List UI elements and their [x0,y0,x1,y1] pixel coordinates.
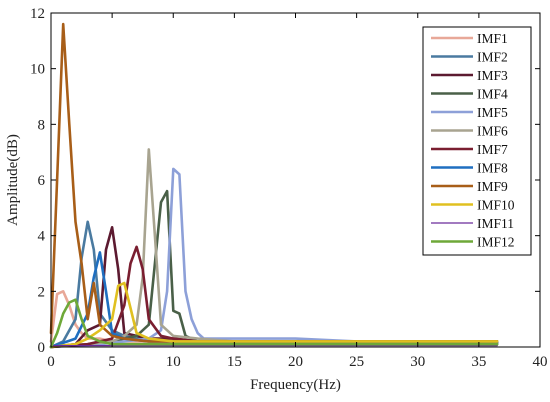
series-line-imf10 [49,281,499,349]
x-tick-label: 15 [227,354,242,370]
y-tick-label: 2 [38,284,46,300]
legend: IMF1 IMF2 IMF3 IMF4 IMF5 IMF6 IMF7 IMF8 IMF9 IMF1… [422,26,532,256]
y-tick-label: 0 [38,340,46,356]
y-axis-label: Amplitude(dB) [5,134,21,226]
x-tick-label: 25 [349,354,364,370]
x-tick-label: 30 [410,354,425,370]
x-tick-label: 35 [471,354,486,370]
legend-label-imf4: IMF4 [477,87,508,102]
legend-label-imf2: IMF2 [477,50,508,65]
x-tick-label: 5 [108,354,116,370]
series-layer [49,22,499,349]
tick-layer: 0 5 10 15 20 25 30 35 40 0 2 4 6 8 10 12 [30,6,548,370]
x-axis-label: Frequency(Hz) [250,377,341,393]
legend-label-imf5: IMF5 [477,105,508,120]
legend-label-imf8: IMF8 [477,161,508,176]
y-tick-label: 10 [30,62,45,78]
y-tick-label: 12 [30,6,45,22]
legend-label-imf11: IMF11 [477,216,514,231]
x-tick-label: 0 [47,354,55,370]
x-tick-label: 20 [288,354,303,370]
y-tick-label: 8 [38,117,46,133]
legend-label-imf1: IMF1 [477,31,508,46]
x-tick-label: 40 [533,354,548,370]
legend-label-imf7: IMF7 [477,142,508,157]
legend-label-imf10: IMF10 [477,198,515,213]
legend-box [422,26,532,256]
legend-label-imf6: IMF6 [477,124,508,139]
y-tick-label: 6 [38,173,46,189]
legend-label-imf3: IMF3 [477,68,508,83]
x-tick-label: 10 [166,354,181,370]
legend-label-imf9: IMF9 [477,179,508,194]
legend-label-imf12: IMF12 [477,235,515,250]
y-tick-label: 4 [38,229,46,245]
